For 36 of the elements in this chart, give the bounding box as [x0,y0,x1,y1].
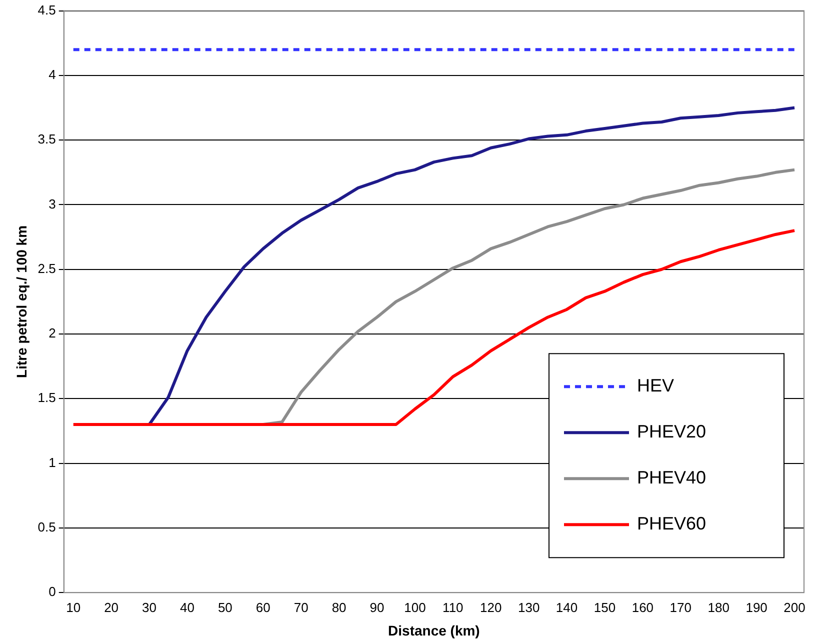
legend-label: PHEV40 [637,468,706,488]
x-tick-label: 150 [594,600,616,615]
x-tick-label: 160 [632,600,654,615]
x-tick-label: 30 [142,600,157,615]
y-tick-label: 1.5 [38,390,56,406]
x-tick-label: 180 [708,600,730,615]
x-tick-label: 90 [370,600,384,615]
x-tick-label: 40 [180,600,194,615]
y-tick-label: 0.5 [38,520,56,535]
x-tick-label: 130 [518,600,540,615]
y-tick-label: 4 [48,67,56,82]
x-tick-label: 110 [442,600,464,615]
y-tick-label: 2 [48,326,56,341]
y-tick-label: 1 [48,454,56,470]
legend-label: PHEV60 [637,514,706,534]
y-tick-label: 2.5 [38,260,56,276]
x-tick-label: 170 [670,600,692,615]
x-tick-label: 70 [294,600,308,615]
x-tick-label: 190 [746,600,768,615]
y-axis-title: Litre petrol eq./ 100 km [13,225,30,378]
y-tick-label: 3.5 [38,132,56,147]
y-tick-label: 4.5 [38,2,56,18]
y-tick-label: 0 [48,584,56,600]
x-tick-label: 10 [66,600,81,615]
y-tick-label: 3 [48,196,56,212]
x-tick-label: 120 [480,600,502,615]
legend-label: PHEV20 [637,422,706,442]
x-tick-label: 200 [784,600,806,615]
x-tick-label: 100 [404,600,426,615]
x-tick-label: 20 [104,600,119,615]
x-tick-label: 60 [256,600,270,615]
legend-label: HEV [637,376,674,396]
x-tick-label: 80 [332,600,346,615]
x-tick-label: 140 [556,600,578,615]
x-tick-label: 50 [218,600,232,615]
x-axis-title: Distance (km) [388,622,480,638]
